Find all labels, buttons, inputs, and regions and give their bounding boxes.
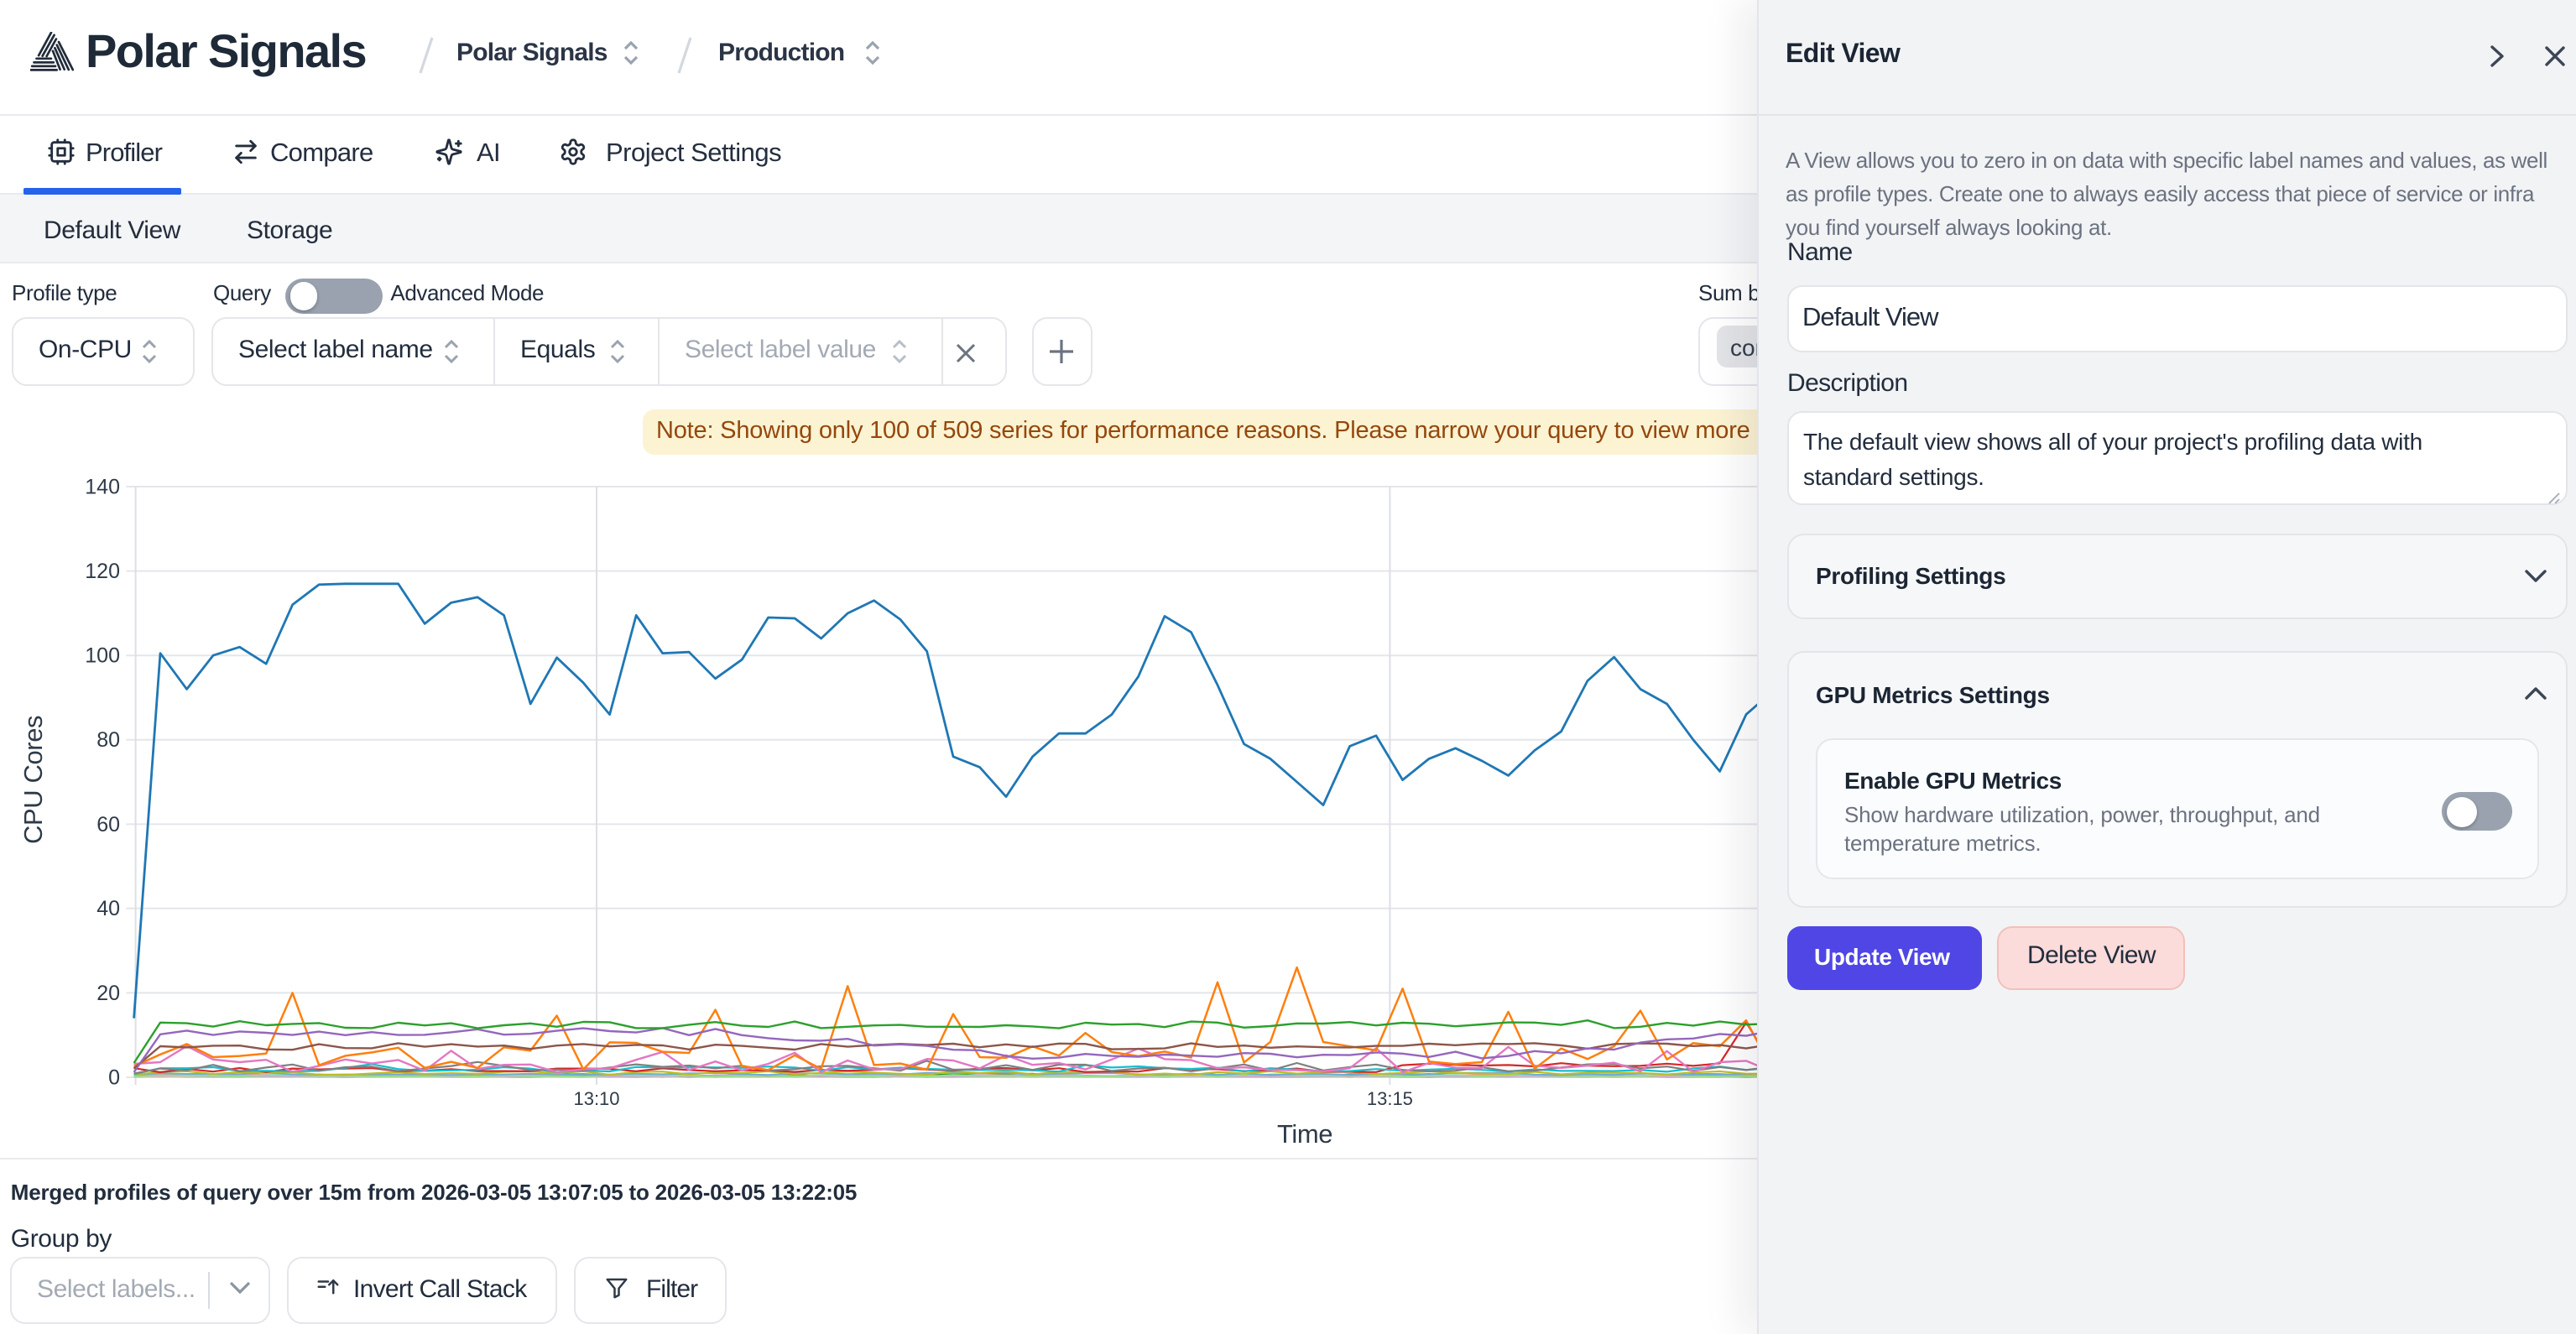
svg-text:120: 120 bbox=[85, 560, 120, 583]
svg-text:40: 40 bbox=[96, 897, 120, 920]
svg-text:CPU Cores: CPU Cores bbox=[18, 716, 48, 844]
svg-text:13:15: 13:15 bbox=[1367, 1088, 1413, 1109]
svg-text:140: 140 bbox=[85, 475, 120, 498]
svg-text:0: 0 bbox=[108, 1066, 120, 1089]
svg-text:13:10: 13:10 bbox=[573, 1088, 619, 1109]
svg-text:80: 80 bbox=[96, 728, 120, 752]
svg-text:100: 100 bbox=[85, 644, 120, 668]
svg-text:20: 20 bbox=[96, 982, 120, 1005]
svg-text:60: 60 bbox=[96, 813, 120, 836]
